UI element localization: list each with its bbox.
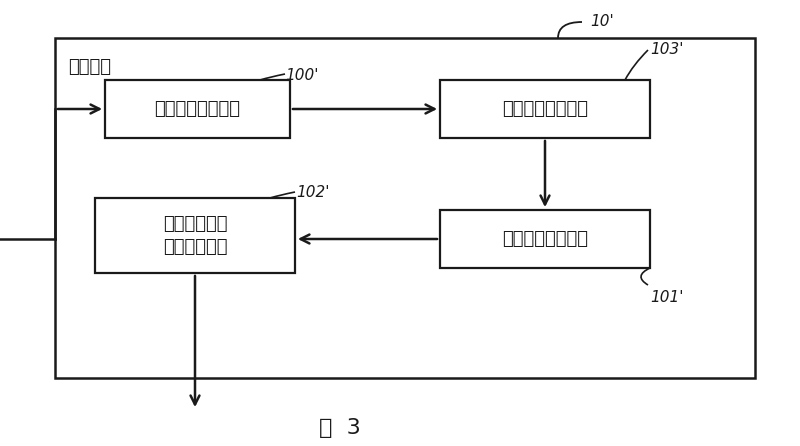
Text: 10': 10' xyxy=(590,14,614,29)
Text: 校准接收信道
估计矩阵模块: 校准接收信道 估计矩阵模块 xyxy=(162,215,227,256)
Text: 103': 103' xyxy=(650,42,683,57)
Text: 噪声干扰滤除模块: 噪声干扰滤除模块 xyxy=(502,100,588,118)
Bar xyxy=(440,80,650,138)
Text: 校准装置: 校准装置 xyxy=(68,58,111,76)
Text: 校准因子存储模块: 校准因子存储模块 xyxy=(502,230,588,248)
Bar xyxy=(95,198,295,273)
Text: 图  3: 图 3 xyxy=(319,418,361,438)
Text: 校准因子计算模块: 校准因子计算模块 xyxy=(154,100,241,118)
Bar xyxy=(55,38,755,378)
Bar xyxy=(105,80,290,138)
Text: 100': 100' xyxy=(285,68,318,83)
Bar xyxy=(440,210,650,268)
Text: 102': 102' xyxy=(296,185,330,200)
Text: 101': 101' xyxy=(650,290,683,305)
